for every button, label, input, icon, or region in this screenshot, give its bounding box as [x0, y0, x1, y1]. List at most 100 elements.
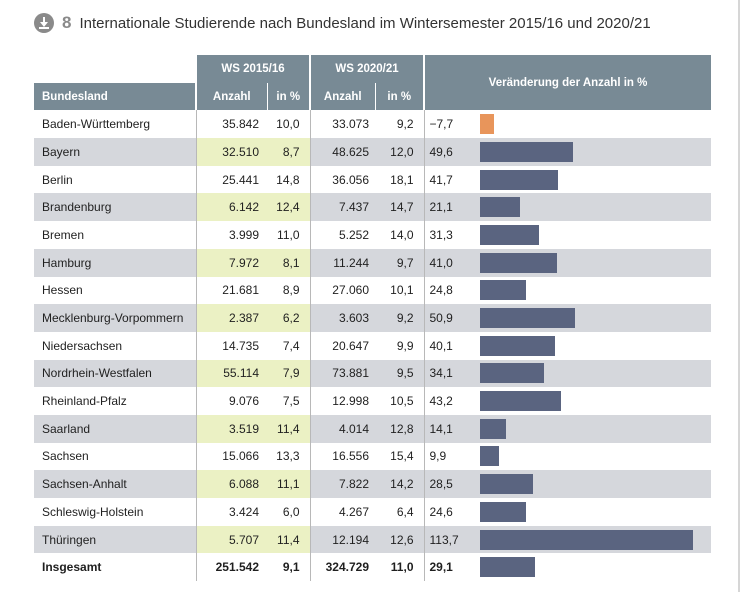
ws2015-pct-cell: 7,4 — [282, 338, 300, 353]
bundesland-label: Hamburg — [34, 248, 196, 277]
change-bar — [479, 141, 573, 162]
bundesland-label: Baden-Württemberg — [42, 117, 151, 132]
table-row: Hamburg 7.972 8,1 11.244 9,7 41,0 — [34, 248, 711, 277]
header-anzahl-2015: Anzahl — [195, 82, 267, 111]
bundesland-label: Insgesamt — [42, 560, 102, 575]
change-cell: 43,2 — [423, 387, 711, 415]
table-row: Baden-Württemberg 35.842 10,0 33.073 9,2 −7,7 — [34, 110, 711, 139]
change-bar — [479, 529, 693, 550]
table-row: Berlin 25.441 14,8 36.056 18,1 41,7 — [34, 165, 711, 194]
change-value-label: 21,1 — [429, 200, 453, 215]
change-bar — [479, 114, 494, 135]
change-bar — [479, 501, 526, 522]
ws2020-pct-cell: 14,7 — [375, 193, 424, 222]
change-value-label: 43,2 — [429, 394, 453, 409]
change-value-label: −7,7 — [429, 117, 454, 132]
ws2020-anzahl-cell: 11.244 — [309, 248, 375, 277]
table-row: Bayern 32.510 8,7 48.625 12,0 49,6 — [34, 138, 711, 166]
change-value-label: 113,7 — [429, 532, 459, 547]
bundesland-label: Saarland — [34, 414, 196, 443]
ws2015-anzahl-cell: 5.707 — [195, 525, 267, 554]
ws2015-anzahl-cell: 32.510 — [195, 138, 267, 166]
ws2020-anzahl-cell: 27.060 — [309, 276, 375, 305]
change-cell: 21,1 — [423, 193, 711, 222]
ws2015-anzahl-cell: 25.441 — [195, 165, 267, 194]
table-row: Brandenburg 6.142 12,4 7.437 14,7 21,1 — [34, 193, 711, 222]
table-row: Bremen 3.999 11,0 5.252 14,0 31,3 — [34, 221, 711, 249]
ws2020-anzahl-cell: 73.881 — [309, 359, 375, 388]
ws2015-pct-cell: 7,5 — [282, 394, 300, 409]
ws2020-pct-cell: 10,1 — [390, 283, 414, 298]
ws2020-pct-cell: 11,0 — [390, 560, 414, 575]
change-cell: 113,7 — [423, 525, 711, 554]
table-row: Sachsen 15.066 13,3 16.556 15,4 9,9 — [34, 442, 711, 471]
change-cell: −7,7 — [423, 110, 711, 139]
ws2015-anzahl-cell: 55.114 — [195, 359, 267, 388]
ws2020-pct-cell: 12,8 — [375, 414, 424, 443]
ws2020-pct-cell: 10,5 — [390, 394, 414, 409]
bundesland-label: Schleswig-Holstein — [42, 504, 144, 519]
bundesland-label: Niedersachsen — [42, 338, 123, 353]
change-cell: 24,6 — [423, 498, 711, 526]
change-value-label: 49,6 — [429, 144, 453, 159]
ws2020-pct-cell: 9,5 — [375, 359, 424, 388]
change-value-label: 14,1 — [429, 421, 453, 436]
ws2015-anzahl-cell: 3.424 — [195, 498, 267, 526]
ws2020-pct-cell: 12,6 — [375, 525, 424, 554]
change-cell: 49,6 — [423, 138, 711, 166]
data-table: WS 2015/16 WS 2020/21 Veränderung der An… — [34, 55, 711, 582]
ws2015-anzahl-cell: 3.519 — [195, 414, 267, 443]
figure-header: 8 Internationale Studierende nach Bundes… — [34, 10, 651, 36]
ws2020-anzahl-cell: 33.073 — [309, 110, 375, 139]
change-cell: 34,1 — [423, 359, 711, 388]
ws2015-pct-cell: 10,0 — [276, 117, 300, 132]
change-bar — [479, 308, 575, 329]
change-value-label: 29,1 — [429, 560, 453, 575]
ws2015-anzahl-cell: 3.999 — [195, 221, 267, 249]
change-bar — [479, 252, 557, 273]
change-cell: 14,1 — [423, 414, 711, 443]
table-body: Baden-Württemberg 35.842 10,0 33.073 9,2 −7,7… — [34, 110, 711, 582]
bundesland-label: Brandenburg — [34, 193, 196, 222]
ws2020-pct-cell: 14,2 — [375, 470, 424, 498]
change-bar — [479, 224, 539, 245]
ws2020-anzahl-cell: 5.252 — [309, 221, 375, 249]
download-icon[interactable] — [34, 13, 54, 33]
ws2020-pct-cell: 18,1 — [390, 172, 414, 187]
ws2020-anzahl-cell: 3.603 — [309, 304, 375, 332]
ws2015-pct-cell: 11,4 — [267, 525, 310, 554]
bundesland-label: Sachsen-Anhalt — [34, 470, 196, 498]
change-value-label: 24,8 — [429, 283, 453, 298]
ws2020-anzahl-cell: 12.194 — [309, 525, 375, 554]
change-value-label: 34,1 — [429, 366, 453, 381]
table-row: Mecklenburg-Vorpommern 2.387 6,2 3.603 9,2 50… — [34, 304, 711, 332]
change-cell: 24,8 — [423, 276, 711, 305]
header-ws2020: WS 2020/21 — [309, 55, 424, 83]
change-bar — [479, 446, 499, 467]
table-row: Hessen 21.681 8,9 27.060 10,1 24,8 — [34, 276, 711, 305]
ws2015-pct-cell: 11,4 — [267, 414, 310, 443]
change-cell: 29,1 — [423, 553, 711, 582]
header-ws2015: WS 2015/16 — [195, 55, 310, 83]
ws2020-anzahl-cell: 324.729 — [309, 553, 375, 582]
ws2015-pct-cell: 6,2 — [267, 304, 310, 332]
table-row: Rheinland-Pfalz 9.076 7,5 12.998 10,5 43,2 — [34, 387, 711, 415]
bundesland-label: Mecklenburg-Vorpommern — [34, 304, 196, 332]
ws2015-anzahl-cell: 15.066 — [195, 442, 267, 471]
change-value-label: 28,5 — [429, 477, 453, 492]
ws2015-pct-cell: 12,4 — [267, 193, 310, 222]
ws2015-pct-cell: 9,1 — [282, 560, 300, 575]
ws2020-pct-cell: 9,9 — [396, 338, 414, 353]
change-bar — [479, 418, 506, 439]
change-cell: 41,7 — [423, 165, 711, 194]
change-cell: 9,9 — [423, 442, 711, 471]
change-bar — [479, 169, 558, 190]
change-value-label: 24,6 — [429, 504, 453, 519]
ws2020-anzahl-cell: 7.437 — [309, 193, 375, 222]
ws2015-pct-cell: 7,9 — [267, 359, 310, 388]
bundesland-label: Thüringen — [34, 525, 196, 554]
ws2020-pct-cell: 9,7 — [375, 248, 424, 277]
table-row-total: Insgesamt 251.542 9,1 324.729 11,0 29,1 — [34, 553, 711, 582]
ws2015-anzahl-cell: 6.088 — [195, 470, 267, 498]
